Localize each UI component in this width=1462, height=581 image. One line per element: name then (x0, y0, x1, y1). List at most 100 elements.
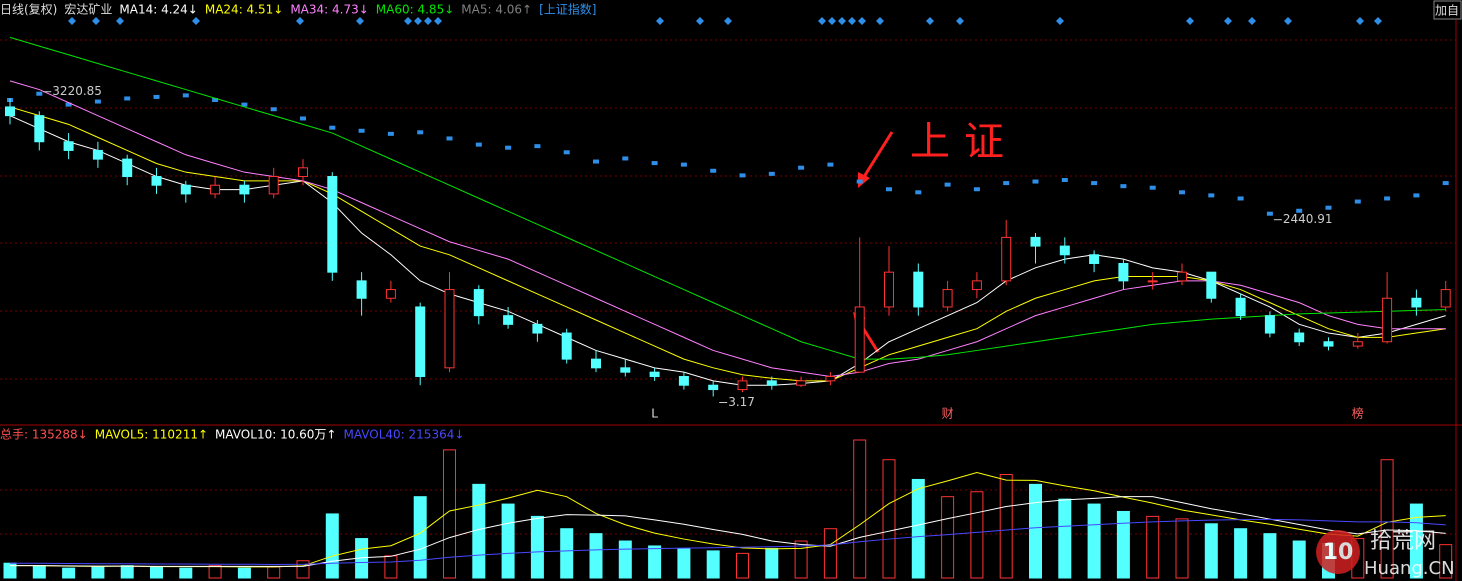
index-mark (651, 161, 658, 166)
candle-body (1177, 271, 1187, 282)
volume-bar (823, 528, 837, 579)
candle-body (1440, 289, 1451, 308)
volume-bar (501, 503, 515, 579)
event-marker (926, 17, 934, 25)
candle-body (151, 176, 162, 186)
candle-body (913, 271, 924, 308)
index-mark (886, 187, 892, 192)
candle-body (1089, 254, 1100, 264)
event-marker (1374, 17, 1382, 25)
candle-body (766, 380, 777, 386)
index-mark (1091, 181, 1098, 186)
candle-body (678, 376, 689, 386)
volume-bar (560, 528, 574, 579)
volume-bar (882, 459, 896, 579)
event-marker (404, 17, 412, 25)
candle-body (1235, 297, 1246, 317)
event-marker (696, 17, 704, 25)
volume-bar (1058, 498, 1072, 579)
index-mark (358, 128, 365, 133)
candle-body (356, 280, 367, 299)
index-mark (417, 130, 424, 135)
volume-bar (706, 550, 720, 579)
event-marker (1186, 17, 1194, 25)
index-mark (856, 179, 863, 184)
watermark-logo (1316, 530, 1360, 574)
legend-item: 总手: 135288↓ (0, 428, 88, 442)
volume-bar (267, 566, 281, 579)
event-marker (848, 17, 856, 25)
event-label: 财 (942, 407, 954, 421)
volume-bar (91, 566, 105, 579)
event-marker (296, 17, 304, 25)
candle-body (532, 323, 543, 334)
index-mark (944, 182, 951, 187)
event-marker (956, 17, 964, 25)
index-mark (680, 162, 687, 167)
volume-bar (325, 513, 339, 579)
index-mark (1384, 196, 1391, 201)
candle-body (1059, 245, 1070, 256)
volume-bar (1029, 483, 1042, 579)
volume-bar (179, 567, 193, 579)
event-marker (434, 17, 442, 25)
candle-body (971, 280, 982, 291)
index-mark (241, 102, 248, 107)
event-marker (1284, 17, 1292, 25)
candle-body (942, 289, 953, 308)
index-mark (1237, 196, 1244, 201)
event-label: L (651, 407, 658, 421)
event-marker (724, 17, 732, 25)
candle-body (796, 380, 807, 386)
event-marker (1056, 17, 1064, 25)
candle-body (92, 149, 103, 160)
watermark: 10 拾荒网 Huang.CN (1316, 529, 1455, 579)
index-mark (622, 156, 629, 161)
volume-bar (1292, 540, 1306, 579)
candle-body (1382, 297, 1393, 343)
candle-body (1001, 236, 1012, 282)
event-marker (1248, 17, 1256, 25)
candle-body (1294, 332, 1305, 343)
event-marker (838, 17, 846, 25)
volume-bar (1146, 515, 1160, 579)
event-marker (858, 17, 866, 25)
corner-button-label[interactable]: 加自 (1435, 4, 1459, 18)
volume-bar (443, 449, 456, 579)
candle-body (1411, 297, 1422, 308)
event-marker (414, 17, 422, 25)
index-mark (710, 168, 717, 173)
candle-body (854, 306, 865, 373)
candle-body (63, 141, 74, 151)
volume-bar (1116, 510, 1130, 579)
legend-item: MA24: 4.51↓ (205, 3, 283, 17)
index-mark (1442, 181, 1449, 186)
volume-bar (853, 439, 867, 579)
legend-item: 日线(复权) (0, 3, 57, 17)
candle-body (1264, 315, 1275, 334)
index-mark (768, 171, 775, 176)
volume-bar (150, 566, 163, 579)
index-mark (827, 162, 834, 167)
event-marker (876, 17, 884, 25)
volume-bar (618, 540, 632, 579)
event-marker (818, 17, 826, 25)
volume-bar (1263, 533, 1277, 579)
index-mark (1003, 181, 1010, 186)
volume-bar (1087, 503, 1101, 579)
corner-button[interactable] (1433, 0, 1462, 20)
index-mark (1061, 178, 1068, 182)
index-mark (300, 116, 306, 121)
candle-body (737, 380, 748, 391)
index-mark (1149, 185, 1156, 190)
candle-body (825, 376, 836, 382)
volume-bar (237, 567, 251, 579)
index-mark (387, 131, 394, 136)
index-mark (1266, 211, 1273, 216)
volume-bar (589, 533, 603, 579)
index-mark (329, 125, 336, 130)
volume-bar (62, 567, 76, 579)
index-mark (182, 93, 189, 98)
